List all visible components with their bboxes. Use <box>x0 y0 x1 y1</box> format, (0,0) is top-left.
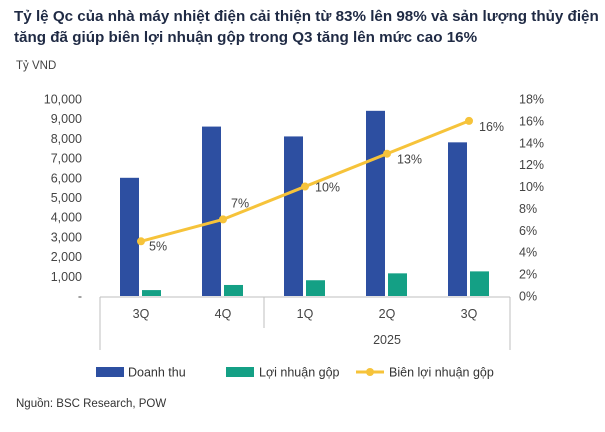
bar-loi-nhuan-gop <box>224 284 243 296</box>
legend-label-loi-nhuan-gop: Lợi nhuận gộp <box>259 366 340 380</box>
bar-loi-nhuan-gop <box>470 271 489 296</box>
point-bien-loi-nhuan-gop <box>465 116 473 125</box>
bar-doanh-thu <box>120 177 139 296</box>
legend-swatch-doanh-thu <box>96 367 124 377</box>
bar-loi-nhuan-gop <box>306 280 325 296</box>
y-right-tick-label: 6% <box>519 224 537 238</box>
x-category-label: 3Q <box>461 307 478 321</box>
y-right-tick-label: 16% <box>519 114 544 128</box>
data-label-bien-loi-nhuan-gop: 5% <box>149 239 167 253</box>
bar-doanh-thu <box>448 142 467 296</box>
source-note: Nguồn: BSC Research, POW <box>16 398 167 410</box>
x-category-label: 4Q <box>215 307 232 321</box>
x-category-label: 1Q <box>297 307 314 321</box>
bar-doanh-thu <box>284 136 303 296</box>
data-label-bien-loi-nhuan-gop: 7% <box>231 196 249 210</box>
y-right-tick-label: 0% <box>519 290 537 304</box>
bar-loi-nhuan-gop <box>388 273 407 296</box>
y-left-tick-label: 1,000 <box>51 270 82 284</box>
y-left-tick-label: 2,000 <box>51 250 82 264</box>
point-bien-loi-nhuan-gop <box>383 149 391 158</box>
y-right-tick-label: 14% <box>519 136 544 150</box>
line-bien-loi-nhuan-gop <box>140 119 470 243</box>
y-left-tick-label: - <box>78 290 82 304</box>
y-left-tick-label: 4,000 <box>51 211 82 225</box>
bar-doanh-thu <box>366 110 385 296</box>
y-left-tick-label: 10,000 <box>44 93 82 107</box>
data-label-bien-loi-nhuan-gop: 10% <box>315 181 340 195</box>
y-left-tick-label: 3,000 <box>51 230 82 244</box>
data-label-bien-loi-nhuan-gop: 13% <box>397 153 422 167</box>
bar-loi-nhuan-gop <box>142 290 161 296</box>
bar-doanh-thu <box>202 126 221 296</box>
y-left-tick-label: 6,000 <box>51 171 82 185</box>
x-group-label: 2025 <box>373 333 401 347</box>
point-bien-loi-nhuan-gop <box>301 182 309 191</box>
x-category-label: 3Q <box>133 307 150 321</box>
y-left-tick-label: 5,000 <box>51 191 82 205</box>
legend-marker-bien-loi-nhuan-gop <box>366 368 374 376</box>
chart-title: Tỷ lệ Qc của nhà máy nhiệt điện cải thiệ… <box>14 8 599 46</box>
y-left-tick-label: 7,000 <box>51 152 82 166</box>
unit-label: Tỷ VND <box>16 60 57 72</box>
y-right-tick-label: 12% <box>519 158 544 172</box>
legend-label-doanh-thu: Doanh thu <box>128 366 186 380</box>
point-bien-loi-nhuan-gop <box>219 215 227 224</box>
y-left-tick-label: 9,000 <box>51 112 82 126</box>
point-bien-loi-nhuan-gop <box>137 237 145 246</box>
legend-label-bien-loi-nhuan-gop: Biên lợi nhuận gộp <box>389 366 494 380</box>
y-right-tick-label: 2% <box>519 268 537 282</box>
y-right-tick-label: 4% <box>519 246 537 260</box>
y-right-tick-label: 10% <box>519 180 544 194</box>
y-left-tick-label: 8,000 <box>51 132 82 146</box>
x-category-label: 2Q <box>379 307 396 321</box>
y-right-tick-label: 18% <box>519 93 544 107</box>
y-right-tick-label: 8% <box>519 202 537 216</box>
legend-swatch-loi-nhuan-gop <box>226 367 254 377</box>
data-label-bien-loi-nhuan-gop: 16% <box>479 120 504 134</box>
